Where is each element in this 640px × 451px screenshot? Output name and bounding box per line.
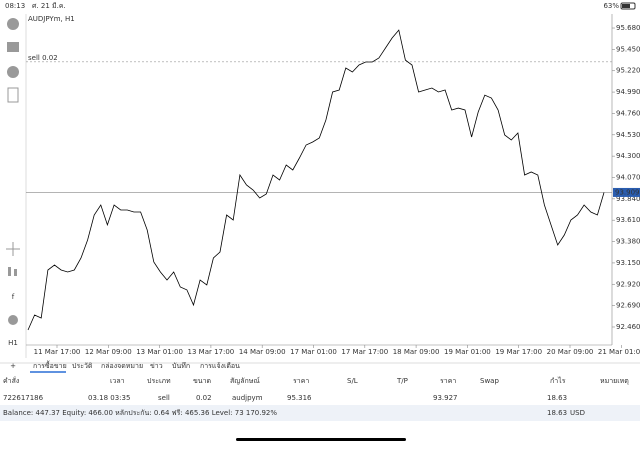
y-tick-label: 93.150 [616,259,640,267]
y-tick-label: 95.680 [616,24,640,32]
x-tick-label: 17 Mar 17:00 [341,348,388,356]
y-tick-label: 93.840 [616,195,640,203]
bid-label: 93.909 [615,188,640,196]
tool-icon[interactable]: H1 [8,339,18,347]
toolbar: f H1 [6,18,20,347]
cell: audjpym [232,394,263,402]
x-tick-label: 12 Mar 09:00 [85,348,132,356]
x-tick-label: 11 Mar 17:00 [34,348,81,356]
summary-profit: 18.63 [547,409,567,417]
column-header: หมายเหตุ [600,377,629,385]
tool-icon[interactable] [6,242,20,256]
bid-label-bg [613,187,640,197]
y-tick-label: 94.070 [616,174,640,182]
tool-icon[interactable] [8,315,18,325]
chart-title: AUDJPYm, H1 [28,15,75,23]
cell: sell [158,394,170,402]
column-header: กำไร [550,376,566,385]
y-tick-label: 94.990 [616,88,640,96]
column-header: T/P [396,377,408,385]
battery-icon [620,2,636,10]
tool-icon[interactable] [7,42,19,52]
y-tick-label: 92.920 [616,280,640,288]
column-header: ขนาด [193,377,211,385]
y-tick-label: 94.760 [616,109,640,117]
summary-text: Balance: 447.37 Equity: 466.00 หลักประกั… [3,409,277,417]
cell: 722617186 [3,394,44,402]
x-tick-label: 13 Mar 17:00 [188,348,235,356]
x-tick-label: 21 Mar 01:00 [598,348,640,356]
tool-icon[interactable]: f [12,293,15,301]
cell: 95.316 [287,394,312,402]
y-tick-label: 95.220 [616,67,640,75]
status-date: ศ. 21 มี.ค. [32,2,66,10]
tab[interactable]: การแจ้งเตือน [200,362,240,370]
x-tick-label: 20 Mar 09:00 [547,348,594,356]
sell-label: sell 0.02 [28,54,58,62]
cell: 0.02 [196,394,212,402]
y-tick-label: 93.380 [616,238,640,246]
tab[interactable]: ข่าว [150,362,163,370]
y-tick-label: 94.300 [616,152,640,160]
add-button[interactable]: + [10,362,16,370]
tab[interactable]: การซื้อขาย [33,359,67,370]
column-header: Swap [480,377,499,385]
column-header: คำสั่ง [3,376,19,385]
tab[interactable]: ประวัติ [72,362,93,370]
x-tick-label: 19 Mar 01:00 [444,348,491,356]
x-tick-label: 13 Mar 01:00 [136,348,183,356]
x-tick-label: 18 Mar 09:00 [393,348,440,356]
status-time: 08:13 [5,2,25,10]
tab[interactable]: กล่องจดหมาย [101,362,143,370]
column-header: ราคา [293,377,309,385]
tool-icon[interactable] [7,66,19,78]
tool-icon[interactable] [14,269,17,276]
summary-currency: USD [570,409,585,417]
price-line [27,29,605,331]
tool-icon[interactable] [7,87,19,103]
cell: 03.18 03:35 [88,394,130,402]
column-header: S/L [347,377,358,385]
column-header: สัญลักษณ์ [230,377,260,385]
tab[interactable]: บันทึก [172,361,190,370]
battery-level [622,4,630,8]
y-tick-label: 92.690 [616,302,640,310]
column-header: เวลา [110,377,125,385]
cell: 93.927 [433,394,458,402]
home-indicator [236,438,406,441]
cell: 18.63 [547,394,567,402]
x-tick-label: 17 Mar 01:00 [290,348,337,356]
y-tick-label: 95.450 [616,45,640,53]
y-tick-label: 93.610 [616,216,640,224]
summary-bar [0,405,640,421]
column-header: ราคา [440,377,456,385]
x-tick-label: 14 Mar 09:00 [239,348,286,356]
x-tick-label: 19 Mar 17:00 [495,348,542,356]
y-tick-label: 92.460 [616,323,640,331]
y-tick-label: 94.530 [616,131,640,139]
column-header: ประเภท [147,377,171,385]
tool-icon[interactable] [8,267,11,276]
status-battery: 63% [603,2,619,10]
tool-icon[interactable] [7,18,19,30]
